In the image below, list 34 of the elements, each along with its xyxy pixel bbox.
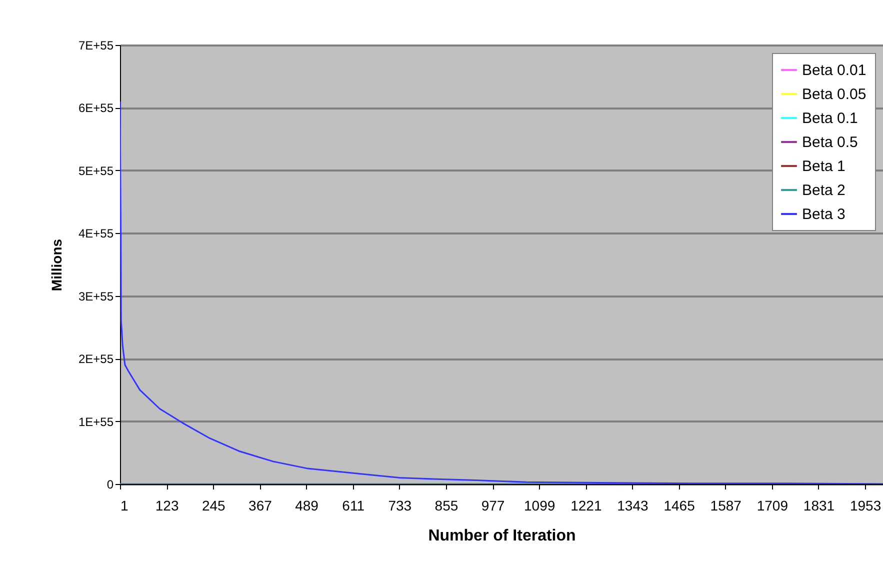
x-tick-label: 733: [388, 498, 412, 514]
x-tick-label: 1953: [850, 498, 882, 514]
legend-label: Beta 0.1: [802, 110, 858, 127]
x-tick-label: 245: [202, 498, 226, 514]
y-tick-label: 6E+55: [78, 101, 114, 116]
legend-label: Beta 1: [802, 158, 846, 175]
x-tick-label: 489: [295, 498, 319, 514]
x-tick-label: 1343: [617, 498, 649, 514]
y-tick-label: 0: [106, 478, 114, 492]
legend-label: Beta 0.5: [802, 134, 858, 151]
x-tick-label: 1709: [756, 498, 788, 514]
y-tick-label: 4E+55: [78, 226, 114, 241]
x-tick-label: 367: [248, 498, 272, 514]
legend-label: Beta 0.05: [802, 86, 866, 103]
y-axis-title: Millions: [48, 238, 64, 292]
x-tick-label: 1831: [803, 498, 835, 514]
x-tick-label: 855: [434, 498, 458, 514]
x-axis-title: Number of Iteration: [428, 528, 576, 544]
y-tick-label: 3E+55: [78, 289, 114, 304]
y-tick-label: 2E+55: [78, 352, 114, 366]
x-tick-label: 1587: [710, 498, 742, 514]
y-tick-label: 1E+55: [78, 414, 114, 429]
x-tick-label: 1: [120, 498, 128, 514]
x-tick-label: 1465: [664, 498, 696, 514]
legend-label: Beta 0.01: [802, 62, 866, 79]
y-tick-label: 7E+55: [78, 38, 114, 52]
y-tick-label: 5E+55: [78, 164, 114, 178]
x-tick-label: 1099: [524, 498, 556, 514]
legend-label: Beta 2: [802, 182, 846, 199]
legend-label: Beta 3: [802, 206, 846, 223]
x-tick-label: 123: [155, 498, 179, 514]
x-tick-label: 977: [481, 498, 505, 514]
x-tick-label: 611: [342, 498, 365, 514]
x-tick-label: 1221: [570, 498, 602, 514]
